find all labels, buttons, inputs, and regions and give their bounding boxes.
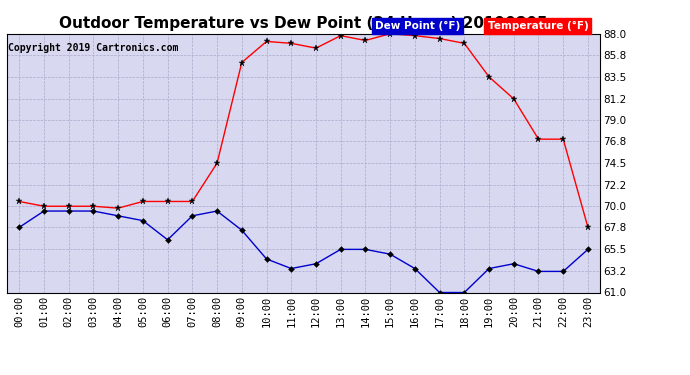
Text: Copyright 2019 Cartronics.com: Copyright 2019 Cartronics.com <box>8 43 179 52</box>
Text: Dew Point (°F): Dew Point (°F) <box>375 21 460 31</box>
Text: Temperature (°F): Temperature (°F) <box>488 21 589 31</box>
Title: Outdoor Temperature vs Dew Point (24 Hours) 20190805: Outdoor Temperature vs Dew Point (24 Hou… <box>59 16 548 31</box>
